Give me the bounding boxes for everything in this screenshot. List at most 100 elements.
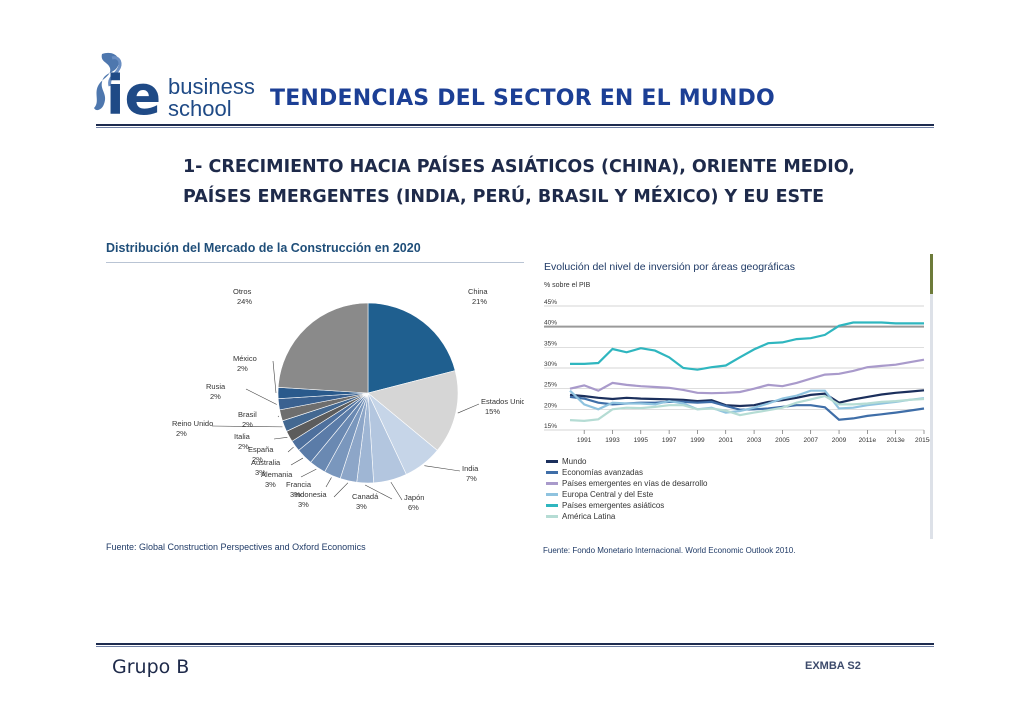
- logo-mark: ie: [106, 64, 161, 124]
- line-series-paises-emergentes-en-vias-de-desarrollo: [569, 358, 925, 395]
- pie-value-francia: 3%: [290, 490, 301, 499]
- legend-swatch-europa-central-y-del-este: [546, 493, 558, 496]
- pie-label-estados-unidos: Estados Unidos: [481, 397, 524, 406]
- pie-slice-estados-unidos: [367, 370, 459, 451]
- pie-chart-title: Distribución del Mercado de la Construcc…: [106, 241, 421, 255]
- pie-value-mexico: 2%: [237, 364, 248, 373]
- line-ytick-label: 40%: [544, 320, 557, 327]
- line-xtick-label: 2003: [747, 437, 762, 444]
- line-xtick-label: 2013e: [887, 437, 905, 444]
- pie-value-brasil: 2%: [242, 420, 253, 429]
- logo-swirl: [108, 56, 122, 87]
- legend-label-paises-emergentes-asiaticos: Países emergentes asiáticos: [562, 501, 664, 510]
- ie-business-school-logo: ie business school: [92, 48, 262, 127]
- pie-label-italia: Italia: [234, 432, 251, 441]
- pie-value-india: 7%: [466, 474, 477, 483]
- top-divider-thin: [96, 127, 934, 128]
- legend-swatch-paises-emergentes-asiaticos: [546, 504, 558, 507]
- pie-chart-source: Fuente: Global Construction Perspectives…: [106, 542, 366, 552]
- pie-value-indonesia: 3%: [298, 500, 309, 509]
- legend-swatch-america-latina: [546, 515, 558, 518]
- line-ytick-label: 35%: [544, 340, 557, 347]
- legend-label-mundo: Mundo: [562, 457, 587, 466]
- pie-leader-italia: [273, 437, 288, 440]
- line-xtick-label: 2009: [832, 437, 847, 444]
- line-xtick-label: 2015e: [915, 437, 930, 444]
- legend-label-economias-avanzadas: Economías avanzadas: [562, 468, 643, 477]
- pie-value-japon: 6%: [408, 503, 419, 512]
- pie-label-japon: Japón: [404, 493, 424, 502]
- pie-value-otros: 24%: [237, 297, 252, 306]
- line-xtick-label: 1991: [577, 437, 592, 444]
- logo-line1: business: [168, 74, 255, 99]
- pie-label-brasil: Brasil: [238, 410, 257, 419]
- pie-slice-china: [367, 302, 456, 394]
- line-series-mundo: [569, 389, 925, 408]
- pie-leader-francia: [325, 477, 332, 488]
- pie-label-india: India: [462, 464, 479, 473]
- pie-leader-japon: [390, 481, 403, 501]
- pie-label-canada: Canadá: [352, 492, 379, 501]
- pie-leader-indonesia: [333, 482, 349, 498]
- heading-line-1: 1- CRECIMIENTO HACIA PAÍSES ASIÁTICOS (C…: [183, 157, 855, 177]
- line-xtick-label: 1993: [605, 437, 620, 444]
- pie-value-rusia: 2%: [210, 392, 221, 401]
- legend-label-america-latina: América Latina: [562, 512, 616, 521]
- legend-swatch-mundo: [546, 460, 558, 463]
- pie-leader-brasil: [277, 415, 280, 418]
- line-xtick-label: 2005: [775, 437, 790, 444]
- pie-value-reino-unido: 2%: [176, 429, 187, 438]
- line-chart-panel: [536, 252, 930, 539]
- line-chart-source: Fuente: Fondo Monetario Internacional. W…: [543, 546, 796, 555]
- bottom-divider: [96, 643, 934, 645]
- pie-leader-australia: [290, 457, 304, 466]
- pie-label-australia: Australia: [251, 458, 281, 467]
- line-ytick-label: 30%: [544, 361, 557, 368]
- pie-label-indonesia: Indonesia: [294, 490, 327, 499]
- pie-label-rusia: Rusia: [206, 382, 226, 391]
- footer-course-label: EXMBA S2: [805, 660, 861, 672]
- legend-label-europa-central-y-del-este: Europa Central y del Este: [562, 490, 654, 499]
- pie-value-alemania: 3%: [265, 480, 276, 489]
- heading-line-2: PAÍSES EMERGENTES (INDIA, PERÚ, BRASIL Y…: [183, 187, 825, 207]
- pie-slice-otros: [277, 302, 369, 394]
- line-panel-shadow: [930, 254, 933, 539]
- pie-leader-estados-unidos: [457, 403, 480, 414]
- line-ytick-label: 45%: [544, 299, 557, 306]
- pie-label-alemania: Alemania: [261, 470, 293, 479]
- pie-value-china: 21%: [472, 297, 487, 306]
- line-chart: Evolución del nivel de inversión por áre…: [544, 261, 930, 521]
- pie-leader-reino-unido: [211, 425, 283, 428]
- line-xtick-label: 1999: [690, 437, 705, 444]
- logo-graphic: ie business school: [94, 52, 255, 127]
- footer-group-label: Grupo B: [112, 656, 190, 678]
- pie-value-australia: 3%: [255, 468, 266, 477]
- pie-leader-alemania: [300, 468, 317, 478]
- pie-value-estados-unidos: 15%: [485, 407, 500, 416]
- line-xtick-label: 1997: [662, 437, 677, 444]
- line-xtick-label: 2011e: [859, 437, 877, 444]
- pie-leader-mexico: [272, 360, 277, 394]
- top-divider: [96, 124, 934, 126]
- legend-swatch-paises-emergentes-en-vias-de-desarrollo: [546, 482, 558, 485]
- pie-value-italia: 2%: [238, 442, 249, 451]
- logo-line2: school: [168, 96, 232, 121]
- pie-value-espana: 2%: [252, 455, 263, 464]
- pie-leader-espana: [287, 446, 294, 453]
- pie-value-canada: 3%: [356, 502, 367, 511]
- pie-label-mexico: México: [233, 354, 257, 363]
- line-ytick-label: 25%: [544, 382, 557, 389]
- pie-label-china: China: [468, 287, 488, 296]
- legend-label-paises-emergentes-en-vias-de-desarrollo: Países emergentes en vías de desarrollo: [562, 479, 708, 488]
- line-xtick-label: 1995: [634, 437, 649, 444]
- line-chart-title: Evolución del nivel de inversión por áre…: [544, 261, 795, 273]
- pie-label-espana: España: [248, 445, 274, 454]
- pie-leader-canada: [364, 484, 393, 500]
- pie-leader-rusia: [245, 388, 277, 405]
- slide-title: TENDENCIAS DEL SECTOR EN EL MUNDO: [270, 86, 775, 111]
- pie-title-divider: [106, 262, 524, 263]
- bottom-divider-thin: [96, 646, 934, 647]
- line-ytick-label: 15%: [544, 423, 557, 430]
- line-ytick-label: 20%: [544, 402, 557, 409]
